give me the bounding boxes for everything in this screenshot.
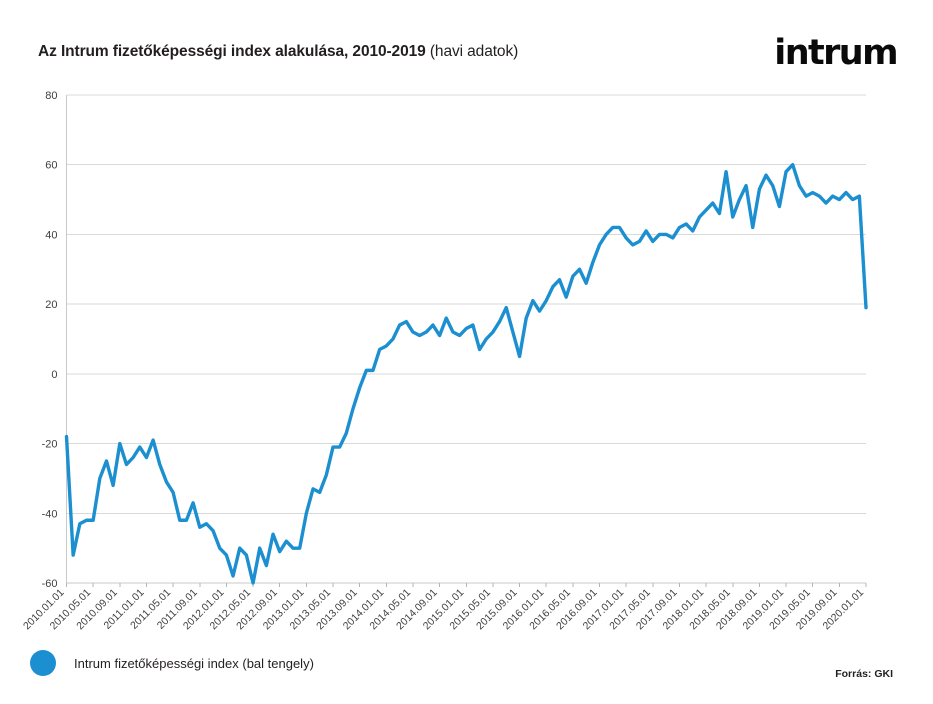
chart-header: Az Intrum fizetőképességi index alakulás… [38, 33, 899, 73]
legend-color-swatch [30, 650, 56, 676]
y-axis-tick-label: -20 [42, 439, 58, 451]
data-series-line [64, 163, 868, 585]
title-subtitle: (havi adatok) [425, 43, 519, 60]
y-axis-tick-label: 60 [45, 160, 57, 172]
page-title: Az Intrum fizetőképességi index alakulás… [38, 42, 518, 62]
legend-label: Intrum fizetőképességi index (bal tengel… [74, 655, 314, 671]
y-axis-tick-label: 40 [45, 229, 57, 241]
y-axis-tick-label: 20 [45, 299, 57, 311]
y-axis-tick-label: -60 [42, 578, 58, 590]
source-note: Forrás: GKI [835, 668, 893, 680]
gridlines [66, 94, 866, 584]
y-axis-tick-label: 80 [45, 90, 57, 102]
y-axis-ticks: 80 60 40 20 0 -20 -40 -60 [42, 90, 58, 590]
x-axis-ticks: 2010.01.012010.05.012010.09.012011.01.01… [21, 583, 867, 632]
intrum-logo: intrum [774, 33, 898, 73]
title-main: Az Intrum fizetőképességi index alakulás… [38, 43, 426, 60]
y-axis-tick-label: 0 [51, 369, 57, 381]
y-axis-tick-label: -40 [42, 508, 58, 520]
chart-legend: Intrum fizetőképességi index (bal tengel… [30, 650, 314, 676]
